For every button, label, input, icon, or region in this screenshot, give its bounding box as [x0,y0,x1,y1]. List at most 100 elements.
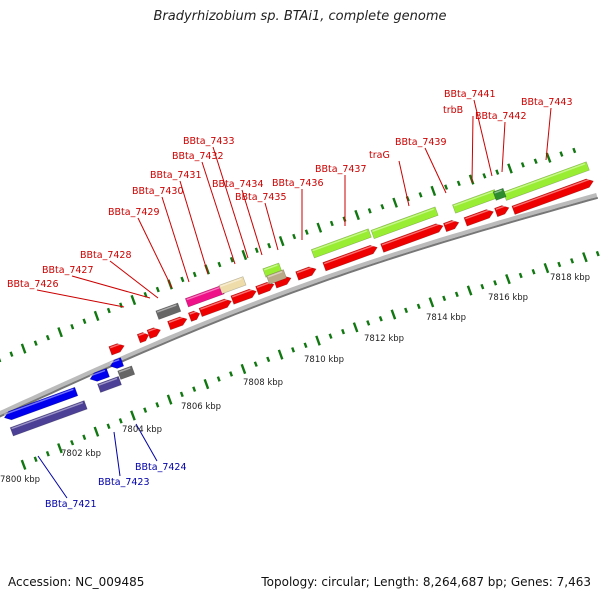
forward-gene-shape [511,178,594,215]
gene-label-bbta_7441: BBta_7441 [444,89,496,100]
leader-line [471,115,474,184]
tick-mark [166,394,173,405]
special-gene-beige-shape [218,276,247,295]
tick-mark [70,323,75,330]
tick-mark [352,322,359,333]
tick-mark [45,450,50,457]
tick-mark [315,335,321,346]
leader-line [71,275,151,299]
forward-gene-shape [167,316,188,331]
leader-line [37,455,68,499]
tick-mark [241,249,248,261]
forward-gene-shape [230,288,257,305]
tick-mark [266,356,271,363]
tick-mark [130,294,137,306]
rna-gene-highlight [312,230,368,252]
forward-gene [198,298,232,318]
tick-mark [20,343,27,354]
tick-mark [572,147,577,154]
forward-gene-shape [463,209,494,227]
forward-gene-highlight [513,178,591,208]
tick-mark [404,307,409,314]
tick-mark [216,376,221,382]
tick-mark [428,297,435,308]
tick-mark [57,443,63,454]
forward-gene [322,244,378,272]
tick-mark [93,426,100,437]
gene-label-trbb: trbB [443,105,463,116]
tick-mark [254,247,259,254]
forward-gene [380,223,444,253]
gene-label-bbta_7432: BBta_7432 [172,151,224,162]
leader-line [264,202,279,251]
forward-gene [146,327,161,340]
tick-mark [130,410,136,421]
forward-gene-highlight [109,342,122,349]
reverse-gene-shape [89,368,110,382]
forward-gene-shape [295,266,317,281]
tick-mark [143,291,148,298]
gene-label-bbta_7433: BBta_7433 [183,136,235,147]
ruler-label: 7802 kbp [61,449,101,459]
forward-gene [295,266,317,281]
tick-mark [304,229,309,235]
special-gene-pink-shape [184,285,225,308]
gene-features [3,161,594,437]
gene-label-bbta_7431: BBta_7431 [150,170,202,181]
forward-gene-highlight [256,281,272,289]
tick-mark [418,192,423,198]
reverse-gene-highlight [89,369,106,377]
forward-gene [108,342,125,356]
tick-mark [291,347,296,353]
tick-mark [20,459,27,470]
tick-mark [217,261,222,268]
gene-label-bbta_7428: BBta_7428 [80,250,132,261]
backbone-light [0,192,598,416]
tick-mark [444,184,449,190]
forward-gene-highlight [148,327,158,332]
tick-mark [520,162,525,168]
reverse-gene-highlight [3,388,74,416]
tick-mark [82,434,87,441]
gene-label-bbta_7439: BBta_7439 [395,137,447,148]
tick-mark [329,220,334,227]
ruler-label: 7814 kbp [426,313,466,323]
tick-mark [582,252,588,263]
tick-mark [570,258,575,264]
rna-gene-shape [502,161,590,201]
tick-mark [442,295,447,302]
forward-gene-highlight [168,316,185,324]
ruler-label: 7808 kbp [243,378,283,388]
rna-gene-highlight [453,190,494,207]
genome-backbone [0,192,599,418]
ruler-label: 7804 kbp [122,425,162,435]
forward-gene-shape [146,327,161,340]
tick-mark [493,280,498,286]
tick-mark [505,273,511,285]
forward-gene-highlight [465,208,491,220]
gene-labels: BBta_7426 BBta_7427 BBta_7428 BBta_7429 BBta… [7,89,573,510]
tick-mark [456,180,461,187]
forward-gene-highlight [189,310,198,315]
reverse-gene [3,386,79,421]
tick-mark [229,371,234,377]
forward-gene [463,208,494,227]
ruler-labels: 7800 kbp 7802 kbp 7804 kbp 7806 kbp 7808 kbp… [0,273,590,485]
forward-gene-highlight [138,332,147,337]
forward-gene [511,178,594,215]
forward-gene-highlight [444,219,457,226]
tick-mark [155,286,160,293]
tick-mark [303,342,308,349]
tick-mark [155,402,160,408]
leader-line [113,431,121,477]
tick-mark [354,209,360,221]
reverse-gene-highlight [109,359,120,364]
tick-mark [366,320,371,326]
gene-label-bbta_7421: BBta_7421 [45,499,97,510]
ruler-label: 7816 kbp [488,293,528,303]
reverse-gene [89,368,110,382]
leader-line [545,107,552,161]
reverse-gene-dark-shape [97,375,122,393]
gene-label-bbta_7423: BBta_7423 [98,477,150,488]
